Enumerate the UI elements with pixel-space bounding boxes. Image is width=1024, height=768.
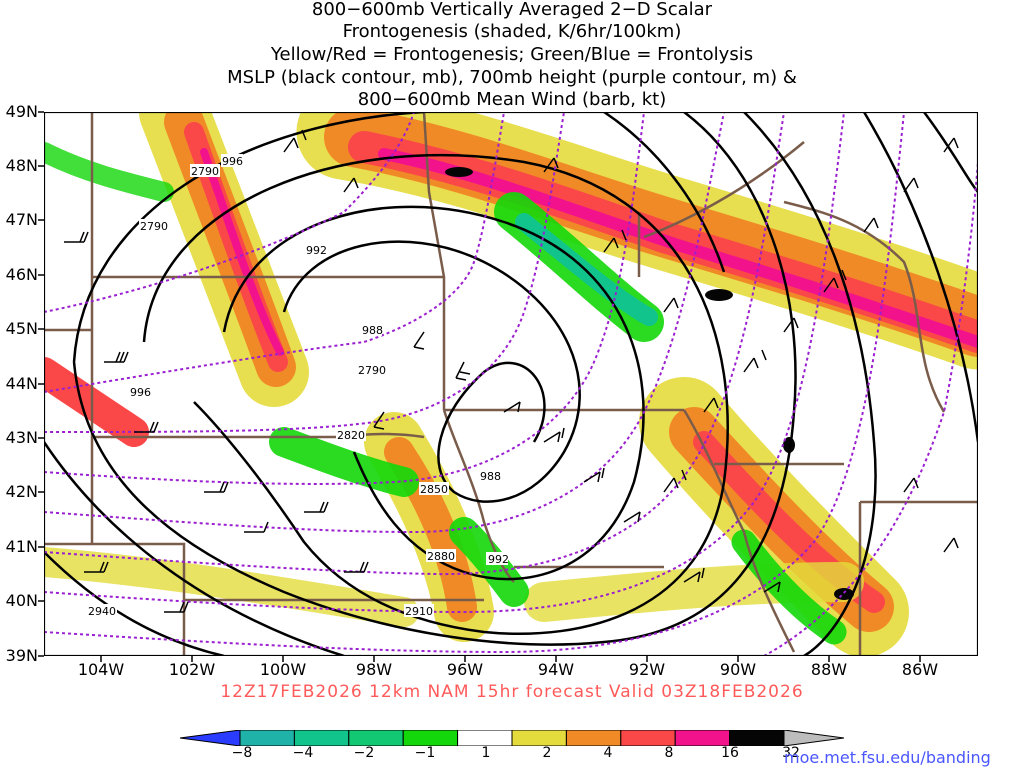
lon-label: 104W xyxy=(77,660,125,679)
lon-label: 90W xyxy=(719,660,757,679)
height-label-6: 2880 xyxy=(427,550,455,563)
colorbar-label: −8 xyxy=(231,745,253,761)
colorbar-swatch xyxy=(348,730,404,746)
height-label-3: 2790 xyxy=(358,364,386,377)
colorbar-swatch xyxy=(457,730,513,746)
colorbar-swatch xyxy=(239,730,295,746)
height-label-8: 2940 xyxy=(88,605,116,618)
political-borders xyxy=(44,112,978,656)
colorbar-label: 8 xyxy=(664,745,674,761)
wind-barbs xyxy=(64,129,959,613)
colorbar-label: 1 xyxy=(481,745,491,761)
lon-label: 96W xyxy=(446,660,484,679)
lon-label: 94W xyxy=(537,660,575,679)
colorbar-label: 32 xyxy=(782,745,800,761)
lat-label: 40N xyxy=(5,591,38,610)
colorbar-label: −1 xyxy=(414,745,436,761)
color-bar xyxy=(180,730,844,746)
height-label-2: 2790 xyxy=(140,220,168,233)
title-line-5: 800−600mb Mean Wind (barb, kt) xyxy=(357,89,667,110)
height-label-4: 2820 xyxy=(337,429,365,442)
lat-label: 41N xyxy=(5,537,38,556)
lat-label: 39N xyxy=(5,646,38,665)
source-credit: moe.met.fsu.edu/banding xyxy=(784,748,991,767)
mslp-label-1: 996 xyxy=(222,155,243,168)
colorbar-swatch xyxy=(511,730,567,746)
lon-label: 88W xyxy=(810,660,848,679)
forecast-valid-time: 12Z17FEB2026 12km NAM 15hr forecast Vali… xyxy=(220,682,804,702)
title-line-2: Frontogenesis (shaded, K/6hr/100km) xyxy=(342,21,682,42)
lat-label: 44N xyxy=(5,374,38,393)
height-label-7: 2910 xyxy=(405,605,433,618)
colorbar-swatch xyxy=(729,730,785,746)
mslp-label-6: 992 xyxy=(488,553,509,566)
lat-label: 45N xyxy=(5,319,38,338)
colorbar-label: 4 xyxy=(603,745,613,761)
mslp-label-5: 988 xyxy=(480,470,501,483)
height-label-5: 2850 xyxy=(420,483,448,496)
height-contours xyxy=(44,112,978,656)
lon-label: 102W xyxy=(168,660,216,679)
colorbar-swatch xyxy=(620,730,676,746)
lat-label: 46N xyxy=(5,265,38,284)
colorbar-swatch xyxy=(674,730,731,746)
title-line-3: Yellow/Red = Frontogenesis; Green/Blue =… xyxy=(270,44,754,65)
colorbar-label: 2 xyxy=(542,745,552,761)
colorbar-swatch xyxy=(565,730,622,746)
lat-label: 42N xyxy=(5,482,38,501)
lat-label: 48N xyxy=(5,156,38,175)
contour-labels: 996 992 988 996 988 992 2790 2790 2790 2… xyxy=(87,154,509,618)
colorbar-swatch xyxy=(402,730,459,746)
lon-label: 92W xyxy=(628,660,666,679)
colorbar-label: 16 xyxy=(721,745,739,761)
lon-label: 100W xyxy=(259,660,307,679)
title-line-1: 800−600mb Vertically Averaged 2−D Scalar xyxy=(311,0,713,20)
height-label-1: 2790 xyxy=(191,165,219,178)
lon-label: 86W xyxy=(901,660,939,679)
lat-label: 43N xyxy=(5,428,38,447)
colorbar-label: −4 xyxy=(292,745,314,761)
mslp-label-4: 996 xyxy=(130,386,151,399)
colorbar-swatch xyxy=(783,730,844,746)
colorbar-label: −2 xyxy=(353,745,375,761)
lat-label: 49N xyxy=(5,102,38,121)
title-line-4: MSLP (black contour, mb), 700mb height (… xyxy=(227,67,797,88)
frontogenesis-map: 996 992 988 996 988 992 2790 2790 2790 2… xyxy=(44,112,978,656)
colorbar-swatch xyxy=(180,730,241,746)
mslp-label-2: 992 xyxy=(306,244,327,257)
lat-label: 47N xyxy=(5,210,38,229)
mslp-label-3: 988 xyxy=(362,324,383,337)
colorbar-swatch xyxy=(293,730,350,746)
lon-label: 98W xyxy=(355,660,393,679)
